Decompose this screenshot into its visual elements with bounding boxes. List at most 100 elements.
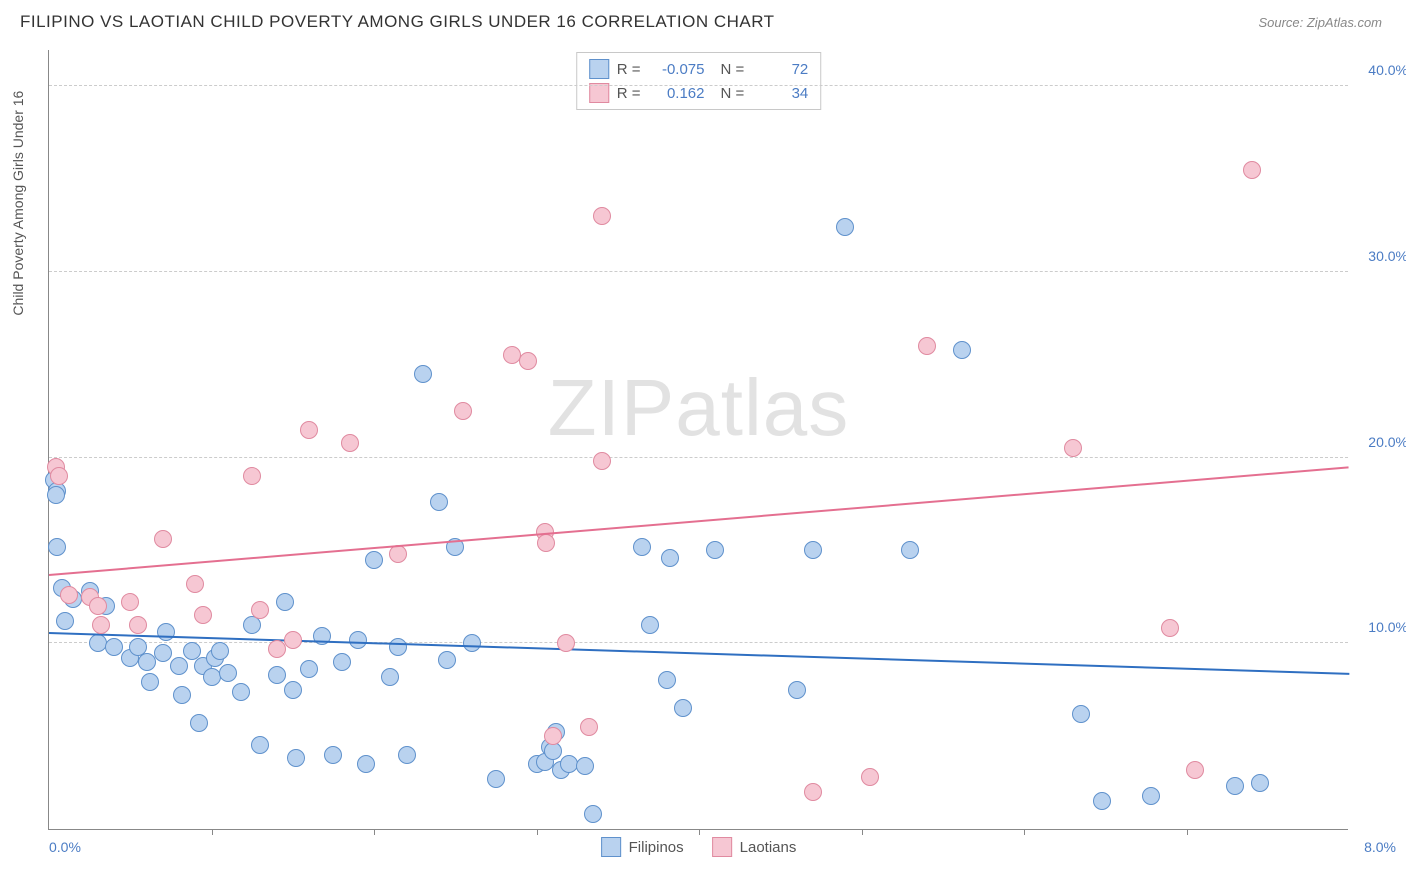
data-point bbox=[1161, 619, 1179, 637]
data-point bbox=[173, 686, 191, 704]
data-point bbox=[1243, 161, 1261, 179]
source-label: Source: ZipAtlas.com bbox=[1258, 15, 1382, 30]
data-point bbox=[268, 640, 286, 658]
data-point bbox=[333, 653, 351, 671]
legend-item-laotians: Laotians bbox=[712, 837, 797, 857]
data-point bbox=[674, 699, 692, 717]
data-point bbox=[60, 586, 78, 604]
data-point bbox=[190, 714, 208, 732]
y-tick-label: 40.0% bbox=[1368, 62, 1406, 78]
data-point bbox=[1251, 774, 1269, 792]
data-point bbox=[121, 593, 139, 611]
series-legend: Filipinos Laotians bbox=[601, 837, 797, 857]
legend-swatch-filipinos bbox=[601, 837, 621, 857]
data-point bbox=[576, 757, 594, 775]
x-tick bbox=[1187, 829, 1188, 835]
gridline bbox=[49, 85, 1348, 86]
data-point bbox=[89, 597, 107, 615]
data-point bbox=[487, 770, 505, 788]
data-point bbox=[48, 538, 66, 556]
data-point bbox=[381, 668, 399, 686]
data-point bbox=[349, 631, 367, 649]
watermark: ZIPatlas bbox=[548, 362, 849, 454]
data-point bbox=[154, 530, 172, 548]
x-tick bbox=[212, 829, 213, 835]
data-point bbox=[414, 365, 432, 383]
r-value-laotians: 0.162 bbox=[649, 85, 705, 102]
data-point bbox=[389, 638, 407, 656]
data-point bbox=[324, 746, 342, 764]
data-point bbox=[154, 644, 172, 662]
legend-swatch-filipinos bbox=[589, 59, 609, 79]
trend-line bbox=[49, 467, 1349, 577]
n-value-laotians: 34 bbox=[752, 85, 808, 102]
n-value-filipinos: 72 bbox=[752, 61, 808, 78]
legend-label: Filipinos bbox=[629, 839, 684, 856]
gridline bbox=[49, 271, 1348, 272]
data-point bbox=[398, 746, 416, 764]
chart-title: FILIPINO VS LAOTIAN CHILD POVERTY AMONG … bbox=[20, 12, 775, 32]
x-tick bbox=[1024, 829, 1025, 835]
data-point bbox=[357, 755, 375, 773]
legend-swatch-laotians bbox=[712, 837, 732, 857]
data-point bbox=[194, 606, 212, 624]
data-point bbox=[251, 736, 269, 754]
data-point bbox=[901, 541, 919, 559]
data-point bbox=[580, 718, 598, 736]
stats-legend: R = -0.075 N = 72 R = 0.162 N = 34 bbox=[576, 52, 822, 110]
data-point bbox=[211, 642, 229, 660]
data-point bbox=[544, 727, 562, 745]
data-point bbox=[219, 664, 237, 682]
data-point bbox=[641, 616, 659, 634]
data-point bbox=[251, 601, 269, 619]
data-point bbox=[804, 783, 822, 801]
data-point bbox=[1064, 439, 1082, 457]
data-point bbox=[138, 653, 156, 671]
data-point bbox=[157, 623, 175, 641]
data-point bbox=[243, 467, 261, 485]
data-point bbox=[341, 434, 359, 452]
data-point bbox=[287, 749, 305, 767]
data-point bbox=[1142, 787, 1160, 805]
data-point bbox=[861, 768, 879, 786]
r-label: R = bbox=[617, 85, 641, 102]
y-tick-label: 20.0% bbox=[1368, 434, 1406, 450]
data-point bbox=[706, 541, 724, 559]
data-point bbox=[389, 545, 407, 563]
data-point bbox=[186, 575, 204, 593]
gridline bbox=[49, 457, 1348, 458]
data-point bbox=[268, 666, 286, 684]
data-point bbox=[203, 668, 221, 686]
x-tick bbox=[374, 829, 375, 835]
data-point bbox=[593, 452, 611, 470]
data-point bbox=[557, 634, 575, 652]
data-point bbox=[519, 352, 537, 370]
data-point bbox=[918, 337, 936, 355]
data-point bbox=[661, 549, 679, 567]
data-point bbox=[804, 541, 822, 559]
stats-legend-row: R = -0.075 N = 72 bbox=[589, 57, 809, 81]
gridline bbox=[49, 642, 1348, 643]
legend-item-filipinos: Filipinos bbox=[601, 837, 684, 857]
data-point bbox=[276, 593, 294, 611]
data-point bbox=[1093, 792, 1111, 810]
legend-label: Laotians bbox=[740, 839, 797, 856]
data-point bbox=[537, 534, 555, 552]
data-point bbox=[658, 671, 676, 689]
data-point bbox=[584, 805, 602, 823]
data-point bbox=[56, 612, 74, 630]
data-point bbox=[633, 538, 651, 556]
x-tick bbox=[537, 829, 538, 835]
y-tick-label: 10.0% bbox=[1368, 619, 1406, 635]
data-point bbox=[1186, 761, 1204, 779]
data-point bbox=[105, 638, 123, 656]
data-point bbox=[141, 673, 159, 691]
data-point bbox=[92, 616, 110, 634]
data-point bbox=[300, 421, 318, 439]
r-value-filipinos: -0.075 bbox=[649, 61, 705, 78]
data-point bbox=[47, 486, 65, 504]
n-label: N = bbox=[721, 61, 745, 78]
data-point bbox=[593, 207, 611, 225]
data-point bbox=[836, 218, 854, 236]
data-point bbox=[284, 631, 302, 649]
